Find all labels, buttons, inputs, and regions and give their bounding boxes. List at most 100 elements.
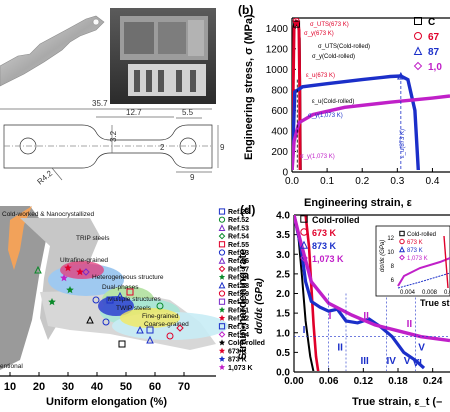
legend-ref-label: Ref.55 (228, 242, 249, 249)
annotation-eu-cr: ε_u(Cold-rolled) (312, 99, 354, 105)
dim-shoulder: 5.5 (182, 108, 194, 117)
specimen-drawing (0, 108, 219, 181)
legend-label: C (428, 17, 435, 28)
inset-legend-marker (399, 230, 405, 237)
legend-ref-label: Ref.64 (228, 332, 249, 339)
panel-b-xtick-label: 0.0 (285, 176, 299, 187)
data-point (82, 268, 90, 276)
data-point (176, 324, 184, 332)
legend-marker-ref (218, 364, 226, 370)
legend-marker-87 (413, 46, 423, 55)
fixture-photo (110, 8, 216, 104)
data-point (146, 335, 154, 344)
data-point (76, 268, 84, 276)
label-conventional: entional (0, 363, 23, 370)
panel-b-xlabel: Engineering strain, ε (304, 197, 413, 209)
legend-marker-ref (218, 281, 226, 289)
inset-legend-label: Cold-rolled (407, 232, 436, 238)
panel-c-xtick-label: 40 (91, 381, 103, 393)
data-point (166, 332, 174, 340)
legend-marker-C (414, 17, 422, 25)
legend-marker-ref (218, 208, 226, 215)
legend-marker-ref (218, 323, 226, 330)
legend-ref-label: Ref.57 (228, 266, 249, 273)
inset-series-1073k (397, 257, 450, 287)
legend-ref-label: Ref.54 (228, 234, 249, 241)
legend-ref-label: Ref.53 (228, 225, 249, 232)
legend-ref-label: 673 K (228, 348, 247, 355)
legend-label: 873 K (312, 241, 337, 251)
legend-marker-1,073 K (300, 254, 308, 262)
panel-d-xtick-label: 0.18 (388, 376, 408, 387)
panel-d-inset: dσ/dε (GPa) 6 8 10 12 0.004 0.008 0.01 True str C… (375, 225, 450, 308)
legend-label: 67 (428, 32, 440, 43)
legend-ref-label: Ref.63 (228, 324, 249, 331)
stage-label: I (303, 325, 306, 336)
panel-d-ytick-label: 1.5 (276, 309, 290, 320)
panel-b-ytick-label: 400 (271, 126, 288, 137)
panel-d-ytick-label: 4.0 (276, 211, 290, 222)
legend-ref-label: Ref.62 (228, 316, 249, 323)
legend-marker-673 K (300, 228, 308, 236)
panel-c-xtick-label: 10 (4, 381, 16, 393)
annotation-y-1073-top: σ_y(1,073 K) (308, 113, 343, 119)
inset-ytick-label: 8 (391, 264, 395, 270)
stage-label: I (329, 311, 332, 322)
panel-d-xtick-label: 0.00 (284, 376, 304, 387)
legend-ref-label: Ref.61 (228, 307, 249, 314)
dim-gauge-width: 3.2 (109, 130, 118, 142)
legend-label: 1,0 (428, 62, 442, 73)
panel-c-xtick-label: 50 (120, 381, 132, 393)
legend-ref-label: Ref.23 (228, 209, 249, 216)
panel-b-ytick-label: 0 (282, 168, 288, 179)
data-point (60, 274, 68, 282)
legend-marker-ref (218, 273, 226, 280)
specimen-photo (0, 15, 105, 87)
region-fine (120, 308, 180, 328)
panel-c-xtick-label: 60 (149, 381, 161, 393)
inset-ytick-label: 10 (387, 250, 394, 256)
panel-c-xlabel: Uniform elongation (%) (46, 396, 167, 408)
series-873k (292, 74, 420, 170)
inset-xtick-label: 0.004 (400, 290, 416, 296)
panel-d-ytick-label: 2.0 (276, 289, 290, 300)
legend-marker-ref (218, 355, 226, 362)
inset-xtick-label: 0.008 (422, 290, 438, 296)
data-point (34, 265, 42, 274)
annotation-y-cr: σ_y(Cold-rolled) (312, 54, 355, 60)
inset-legend-marker (398, 246, 406, 253)
legend-marker-ref (218, 290, 226, 297)
series-873k (294, 215, 426, 370)
legend-marker-ref (218, 256, 226, 264)
panel-b-ytick-label: 200 (271, 147, 288, 158)
data-point (136, 325, 144, 334)
stage-label: VI (412, 358, 422, 369)
panel-d-xtick-label: 0.24 (423, 376, 443, 387)
legend-marker-ref (218, 306, 226, 313)
data-point (48, 298, 56, 306)
panel-a: 35.7 12.7 5.5 3.2 2 9 R4.2 9 (0, 8, 225, 187)
annotation-eu-673: ε_u(673 K) (306, 73, 335, 79)
dim-grip: 9 (190, 173, 195, 182)
inset-xlabel: True str (420, 298, 450, 308)
dim-width: 9 (220, 143, 225, 152)
legend-ref-label: Ref.56 (228, 258, 249, 265)
panel-b: (b) Engineering stress, σ (MPa) Engineer… (238, 3, 450, 209)
legend-ref-label: Ref.60 (228, 299, 249, 306)
label-coarse: Coarse-grained (144, 321, 189, 328)
legend-ref-label: Ref.59 (228, 291, 249, 298)
panel-d-ytick-label: 1.0 (276, 328, 290, 339)
label-dual: Dual-phases (102, 284, 139, 291)
panel-c: Cold-worked & Nanocrystallized TRIP stee… (0, 206, 270, 408)
legend-marker-ref (218, 216, 226, 223)
legend-label: 87 (428, 47, 440, 58)
panel-b-xtick-label: 0.2 (355, 176, 369, 187)
legend-marker-ref (218, 224, 226, 231)
legend-marker-ref (218, 249, 226, 256)
dim-radius: R4.2 (36, 168, 55, 186)
inset-legend-marker (399, 238, 405, 245)
data-point (156, 302, 164, 310)
panel-b-ytick-label: 1000 (266, 65, 289, 76)
panel-d-xlabel: True strain, ε_t (– (352, 396, 442, 408)
annotation-uts-cr: σ_UTS(Cold-rolled) (318, 44, 370, 50)
